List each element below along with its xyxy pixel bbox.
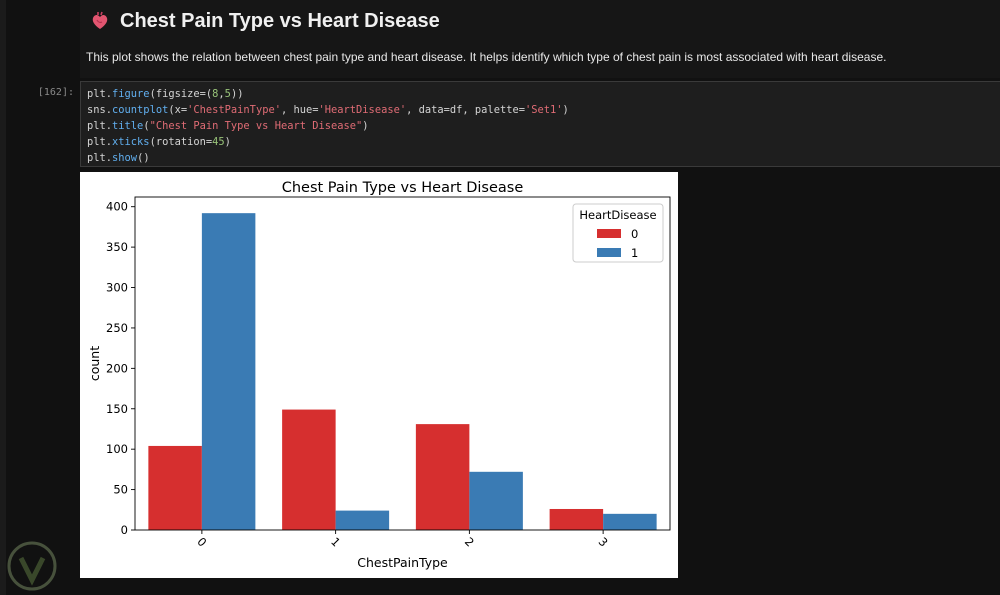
- code-line-1: plt.figure(figsize=(8,5)): [87, 88, 244, 100]
- y-tick-label-350: 350: [106, 240, 128, 254]
- x-axis-label: ChestPainType: [357, 555, 448, 570]
- code-line-4: plt.xticks(rotation=45): [87, 136, 231, 148]
- legend-title: HeartDisease: [579, 208, 656, 222]
- bar-series-1-cat-2: [469, 471, 523, 530]
- code-line-2: sns.countplot(x='ChestPainType', hue='He…: [87, 104, 569, 116]
- y-tick-label-50: 50: [113, 483, 128, 497]
- plot-area-frame: [134, 196, 671, 531]
- markdown-cell[interactable]: [80, 0, 1000, 78]
- cell-prompt: [162]:: [37, 87, 74, 98]
- y-tick-label-100: 100: [106, 442, 128, 456]
- bar-series-1-cat-1: [335, 510, 390, 530]
- y-tick-label-250: 250: [106, 321, 128, 335]
- code-editor[interactable]: plt.figure(figsize=(8,5)) sns.countplot(x…: [87, 86, 569, 166]
- code-line-3: plt.title("Chest Pain Type vs Heart Dise…: [87, 120, 369, 132]
- legend-entry-1: 1: [631, 246, 638, 260]
- y-tick-label-400: 400: [106, 200, 128, 214]
- bar-series-0-cat-2: [415, 424, 470, 530]
- legend-entry-0: 0: [631, 227, 638, 241]
- bar-series-0-cat-3: [549, 508, 604, 530]
- countplot-chart: Chest Pain Type vs Heart Disease05010015…: [87, 180, 671, 570]
- chart-title: Chest Pain Type vs Heart Disease: [282, 180, 524, 196]
- bar-series-1-cat-0: [201, 213, 256, 530]
- bar-series-1-cat-3: [603, 513, 657, 530]
- bar-series-0-cat-0: [148, 445, 202, 530]
- code-cell[interactable]: plt.figure(figsize=(8,5)) sns.countplot(x…: [80, 81, 1000, 167]
- page-title: Chest Pain Type vs Heart Disease: [120, 9, 440, 32]
- x-tick-label-3: 3: [596, 534, 611, 549]
- y-tick-label-150: 150: [106, 402, 128, 416]
- x-tick-label-0: 0: [194, 534, 209, 549]
- y-axis-label: count: [87, 346, 102, 381]
- markdown-heading: Chest Pain Type vs Heart Disease: [90, 6, 440, 36]
- watermark-logo-icon: [7, 541, 57, 591]
- code-line-5: plt.show(): [87, 152, 150, 164]
- y-tick-label-0: 0: [121, 523, 128, 537]
- legend-swatch-0: [597, 229, 621, 238]
- left-rail: [0, 0, 6, 595]
- x-tick-label-2: 2: [462, 534, 477, 549]
- bar-series-0-cat-1: [282, 409, 336, 530]
- legend-swatch-1: [597, 248, 621, 257]
- markdown-description: This plot shows the relation between che…: [86, 50, 887, 64]
- y-tick-label-300: 300: [106, 281, 128, 295]
- y-tick-label-200: 200: [106, 361, 128, 375]
- plot-output: Chest Pain Type vs Heart Disease 0 50 100 15…: [80, 172, 678, 578]
- x-tick-label-1: 1: [328, 534, 343, 549]
- anatomical-heart-icon: [92, 11, 108, 29]
